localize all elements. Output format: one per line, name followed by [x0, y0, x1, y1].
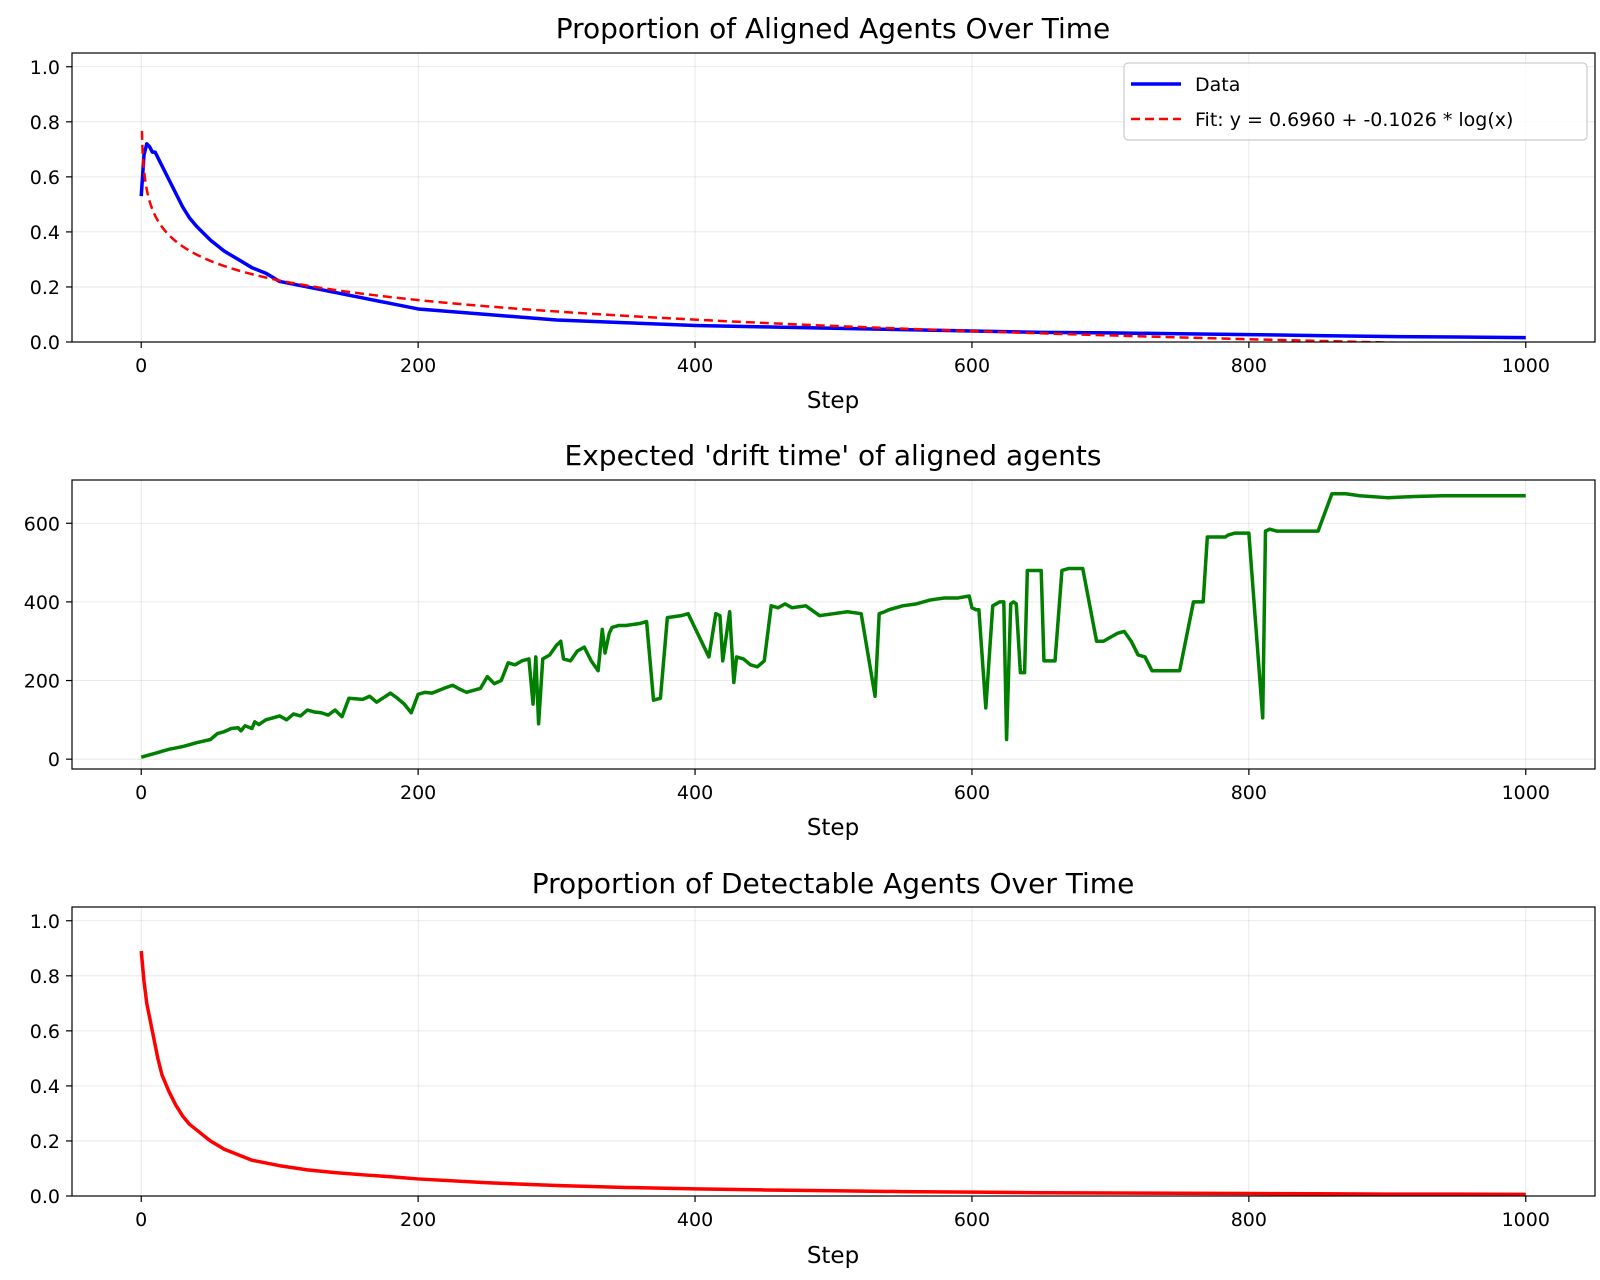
x-axis-label: Step	[807, 388, 859, 414]
y-tick-label: 200	[24, 671, 60, 693]
legend-fit-label: Fit: y = 0.6960 + -0.1026 * log(x)	[1195, 109, 1513, 131]
plot-lines	[139, 130, 1526, 342]
y-tick-label: 0.2	[30, 277, 60, 299]
axes-frame	[71, 906, 1596, 1197]
y-tick-label: 0.2	[30, 1131, 60, 1153]
x-tick-label: 1000	[1502, 1209, 1550, 1231]
axes-frame	[71, 479, 1596, 770]
y-tick-label: 0.6	[30, 1021, 60, 1043]
x-tick-label: 0	[135, 782, 147, 804]
axes-frame	[71, 52, 1596, 343]
legend: Data Fit: y = 0.6960 + -0.1026 * log(x)	[1123, 62, 1588, 141]
x-tick-label: 800	[1231, 355, 1267, 377]
y-tick-label: 0.6	[30, 167, 60, 189]
chart-title: Expected 'drift time' of aligned agents	[565, 439, 1102, 472]
x-tick-label: 800	[1231, 782, 1267, 804]
x-axis-label: Step	[807, 1243, 859, 1269]
x-tick-label: 200	[400, 355, 436, 377]
y-tick-label: 0.0	[30, 332, 60, 354]
y-tick-label: 400	[24, 592, 60, 614]
detectable-agents-chart: Proportion of Detectable Agents Over Tim…	[30, 867, 1596, 1269]
x-tick-label: 0	[135, 355, 147, 377]
ticks: 0 200 400 600 800 1000 0 200 400 600	[24, 513, 1550, 804]
legend-data-label: Data	[1195, 74, 1240, 96]
plot-lines	[140, 492, 1526, 759]
x-tick-label: 400	[677, 1209, 713, 1231]
y-tick-label: 1.0	[30, 911, 60, 933]
x-tick-label: 800	[1231, 1209, 1267, 1231]
chart-title: Proportion of Aligned Agents Over Time	[556, 12, 1111, 45]
x-tick-label: 200	[400, 782, 436, 804]
x-tick-label: 400	[677, 782, 713, 804]
x-tick-label: 600	[954, 1209, 990, 1231]
y-tick-label: 0.8	[30, 112, 60, 134]
x-axis-label: Step	[807, 815, 859, 841]
x-tick-label: 400	[677, 355, 713, 377]
series-line-1	[140, 130, 1420, 342]
chart-title: Proportion of Detectable Agents Over Tim…	[532, 867, 1135, 900]
series-line-0	[140, 492, 1526, 759]
series-line-0	[139, 950, 1526, 1196]
ticks: 0 200 400 600 800 1000 0.0 0.2 0.4 0.6 0.8 1.0	[30, 57, 1550, 377]
y-tick-label: 600	[24, 513, 60, 535]
y-tick-label: 1.0	[30, 57, 60, 79]
aligned-agents-chart: Proportion of Aligned Agents Over Time 0…	[30, 12, 1596, 414]
y-tick-label: 0	[48, 749, 60, 771]
x-tick-label: 1000	[1502, 355, 1550, 377]
y-tick-label: 0.4	[30, 222, 60, 244]
plot-lines	[139, 950, 1526, 1196]
y-tick-label: 0.8	[30, 966, 60, 988]
legend-box	[1123, 62, 1588, 141]
series-line-0	[139, 142, 1526, 340]
x-tick-label: 1000	[1502, 782, 1550, 804]
x-tick-label: 600	[954, 355, 990, 377]
x-tick-label: 600	[954, 782, 990, 804]
x-tick-label: 200	[400, 1209, 436, 1231]
grid	[72, 907, 1595, 1197]
y-tick-label: 0.4	[30, 1076, 60, 1098]
drift-time-chart: Expected 'drift time' of aligned agents …	[24, 439, 1596, 841]
ticks: 0 200 400 600 800 1000 0.0 0.2 0.4 0.6 0.8 1.0	[30, 911, 1550, 1231]
x-tick-label: 0	[135, 1209, 147, 1231]
grid	[72, 480, 1595, 769]
y-tick-label: 0.0	[30, 1186, 60, 1208]
